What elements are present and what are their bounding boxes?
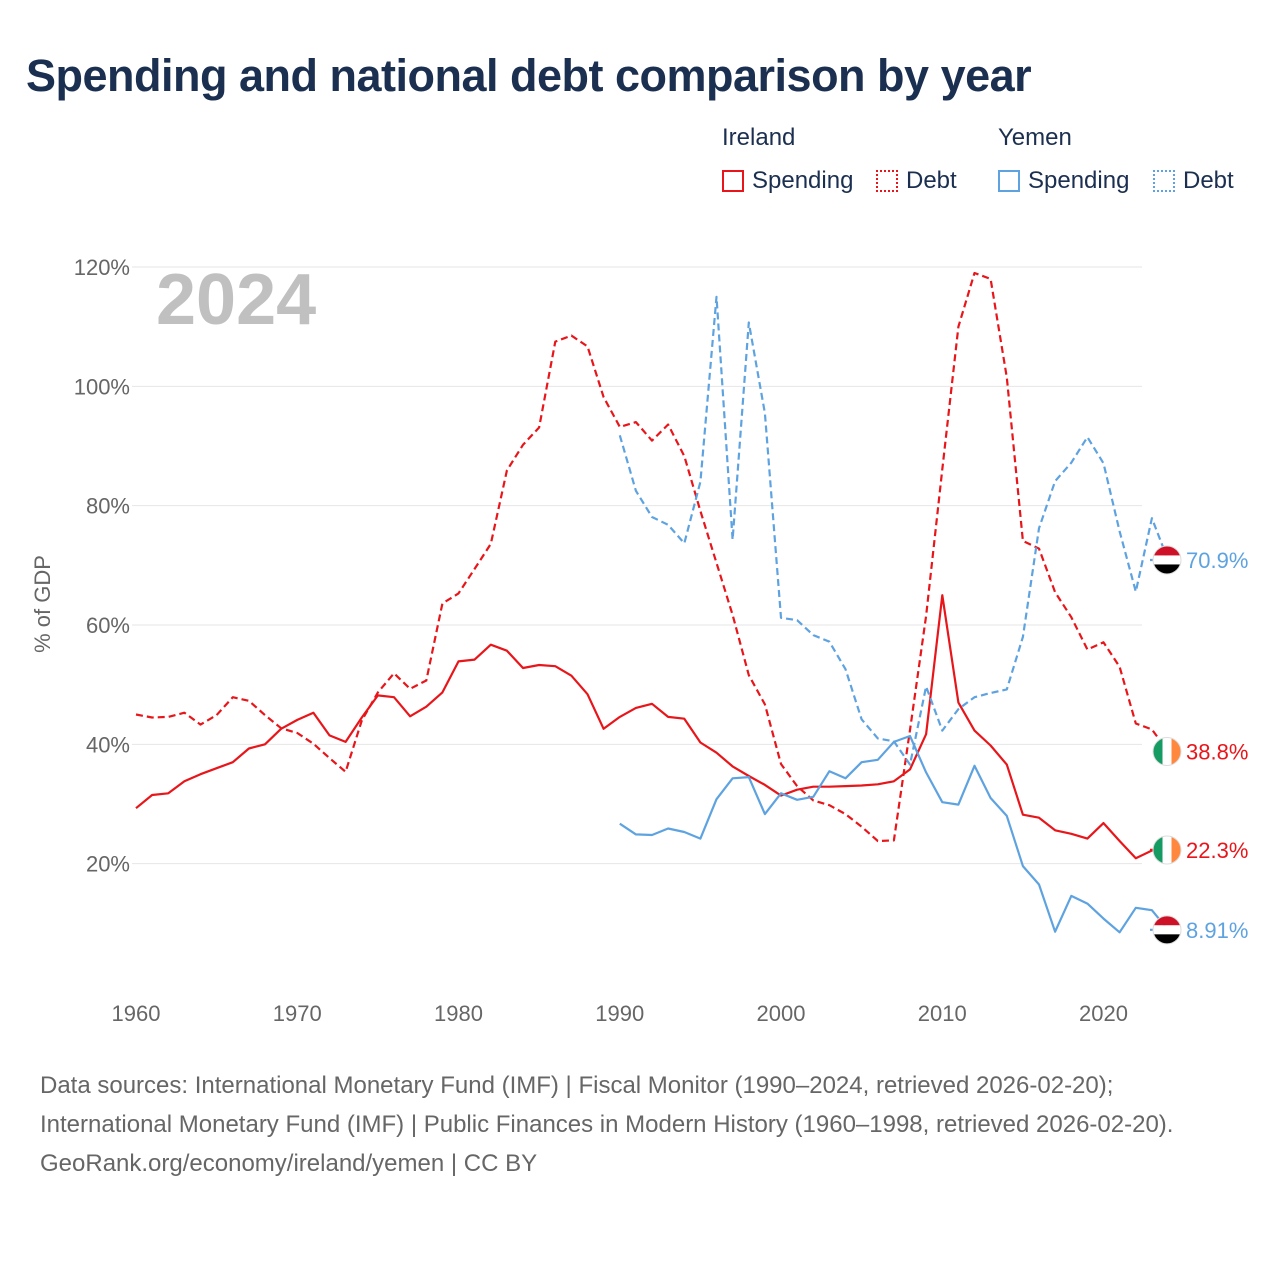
- series-line-yemen-debt: [618, 295, 1170, 766]
- y-axis: 20% 40% 60% 80% 100% 120%: [74, 255, 130, 877]
- series-line-ireland-debt: [135, 271, 1170, 843]
- series-line-yemen-spending: [619, 734, 1170, 934]
- ireland-flag-icon: [1152, 835, 1182, 865]
- series-lines: [135, 271, 1170, 934]
- y-tick-label: 40%: [86, 732, 130, 757]
- y-axis-label: % of GDP: [30, 555, 55, 653]
- x-tick-label: 2000: [757, 1001, 806, 1026]
- gridlines: [132, 266, 1142, 865]
- legend-label: Debt: [1183, 167, 1234, 194]
- y-tick-label: 20%: [86, 852, 130, 877]
- x-tick-label: 2010: [918, 1001, 967, 1026]
- legend-swatch-solid-red: [722, 170, 744, 192]
- y-tick-label: 60%: [86, 613, 130, 638]
- year-watermark: 2024: [156, 260, 316, 340]
- x-tick-label: 1960: [112, 1001, 161, 1026]
- end-value-label: 22.3%: [1186, 838, 1248, 863]
- ireland-flag-icon: [1152, 736, 1182, 766]
- legend-group-ireland: Ireland: [722, 124, 796, 151]
- x-tick-label: 1990: [595, 1001, 644, 1026]
- yemen-flag-icon: [1152, 915, 1182, 945]
- legend-label: Spending: [752, 167, 854, 194]
- x-axis: 1960 1970 1980 1990 2000 2010 2020: [112, 1001, 1128, 1026]
- y-tick-label: 100%: [74, 374, 130, 399]
- legend-label: Debt: [906, 167, 957, 194]
- data-sources: Data sources: International Monetary Fun…: [40, 1072, 1174, 1138]
- legend-swatch-dotted-red: [876, 170, 898, 192]
- chart-title: Spending and national debt comparison by…: [26, 50, 1032, 101]
- legend-item-yemen-spending[interactable]: Spending: [998, 166, 1129, 196]
- end-markers: 22.3% 38.8% 8.91% 70.9%: [1152, 545, 1248, 945]
- y-tick-label: 80%: [86, 494, 130, 519]
- legend-group-yemen: Yemen: [998, 124, 1072, 151]
- legend-swatch-solid-blue: [998, 170, 1020, 192]
- end-value-label: 38.8%: [1186, 739, 1248, 764]
- end-value-label: 8.91%: [1186, 918, 1248, 943]
- x-tick-label: 2020: [1079, 1001, 1128, 1026]
- x-tick-label: 1980: [434, 1001, 483, 1026]
- credit-link[interactable]: GeoRank.org/economy/ireland/yemen | CC B…: [40, 1150, 538, 1177]
- footer: Data sources: International Monetary Fun…: [40, 1066, 1240, 1183]
- yemen-flag-icon: [1152, 545, 1182, 575]
- legend-item-ireland-spending[interactable]: Spending: [722, 166, 853, 196]
- y-tick-label: 120%: [74, 255, 130, 280]
- x-tick-label: 1970: [273, 1001, 322, 1026]
- line-chart: 20% 40% 60% 80% 100% 120% 1960 1970 1980 1990 200…: [30, 255, 1248, 1026]
- series-line-ireland-spending: [135, 594, 1170, 860]
- legend-swatch-dotted-blue: [1153, 170, 1175, 192]
- legend-label: Spending: [1028, 167, 1130, 194]
- legend-item-ireland-debt[interactable]: Debt: [876, 166, 957, 196]
- legend-item-yemen-debt[interactable]: Debt: [1153, 166, 1234, 196]
- end-value-label: 70.9%: [1186, 548, 1248, 573]
